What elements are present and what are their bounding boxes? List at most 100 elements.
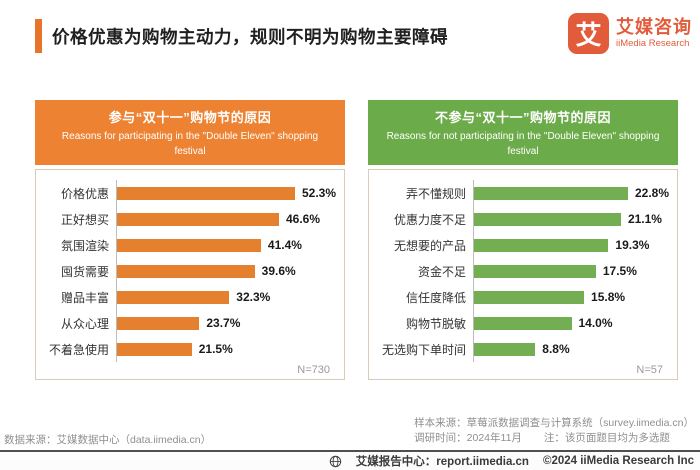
chart-header-not-participate: 不参与“双十一”购物节的原因 Reasons for not participa… [368, 100, 678, 165]
bar [474, 238, 609, 252]
bar-category-label: 资金不足 [417, 264, 466, 279]
chart-area-not-participate: 弄不懂规则 22.8% 优惠力度不足 21.1% 无想要的产品 19.3% 资金不足 17.5… [368, 169, 678, 380]
chart-panel-participate: 参与“双十一”购物节的原因 Reasons for participating … [35, 100, 345, 380]
bar-track: 46.6% [116, 206, 336, 232]
sample-source-block: 样本来源：草莓派数据调查与计算系统（survey.iimedia.cn） 调研时… [414, 416, 694, 448]
bar-track: 23.7% [116, 310, 336, 336]
bar-category-label: 无想要的产品 [393, 238, 466, 253]
bar-row: 无想要的产品 19.3% [377, 232, 669, 258]
sample-size-label: N=730 [297, 364, 330, 376]
bar-rows: 弄不懂规则 22.8% 优惠力度不足 21.1% 无想要的产品 19.3% 资金不足 17.5… [377, 180, 669, 362]
bar-category-label: 从众心理 [60, 316, 109, 331]
bar-track: 22.8% [473, 180, 669, 206]
bar-value-label: 8.8% [542, 342, 570, 356]
bar-value-label: 21.1% [627, 212, 662, 226]
bar [474, 186, 628, 200]
chart-subtitle: Reasons for not participating in the "Do… [386, 131, 660, 157]
bar-track: 32.3% [116, 284, 336, 310]
bar-value-label: 21.5% [198, 342, 233, 356]
bar-track: 8.8% [473, 336, 669, 362]
bar-category-label: 不着急使用 [48, 342, 109, 357]
bar-value-label: 32.3% [236, 290, 271, 304]
page-title: 价格优惠为购物主动力，规则不明为购物主要障碍 [52, 27, 448, 47]
bar-category-label: 无选购下单时间 [381, 342, 466, 357]
bar-value-label: 14.0% [578, 316, 613, 330]
bar-category-label: 氛围渲染 [60, 238, 109, 253]
bar-row: 无选购下单时间 8.8% [377, 336, 669, 362]
bar-row: 从众心理 23.7% [44, 310, 336, 336]
survey-time-note: 调研时间：2024年11月 [414, 432, 522, 445]
bar-row: 购物节脱敏 14.0% [377, 310, 669, 336]
bar [474, 290, 585, 304]
brand-logo: 艾 艾媒咨询 iiMedia Research [568, 13, 692, 54]
bar [117, 238, 261, 252]
bar-row: 囤货需要 39.6% [44, 258, 336, 284]
bar-value-label: 52.3% [301, 186, 336, 200]
bar [474, 264, 596, 278]
bar-value-label: 39.6% [261, 264, 296, 278]
bar [117, 290, 230, 304]
bar [474, 212, 621, 226]
brand-logo-icon: 艾 [568, 13, 609, 54]
bar-value-label: 19.3% [615, 238, 650, 252]
bar-row: 价格优惠 52.3% [44, 180, 336, 206]
bar-track: 14.0% [473, 310, 669, 336]
bar-category-label: 价格优惠 [60, 186, 109, 201]
bar-row: 资金不足 17.5% [377, 258, 669, 284]
bar-category-label: 弄不懂规则 [405, 186, 466, 201]
chart-header-participate: 参与“双十一”购物节的原因 Reasons for participating … [35, 100, 345, 165]
bar-row: 弄不懂规则 22.8% [377, 180, 669, 206]
report-center-note: 艾媒报告中心：report.iimedia.cn [355, 456, 529, 468]
brand-name-en: iiMedia Research [616, 38, 690, 50]
chart-panel-not-participate: 不参与“双十一”购物节的原因 Reasons for not participa… [368, 100, 678, 380]
bar [117, 212, 279, 226]
charts-container: 参与“双十一”购物节的原因 Reasons for participating … [35, 100, 678, 380]
chart-title: 不参与“双十一”购物节的原因 [434, 110, 611, 125]
bar-value-label: 22.8% [634, 186, 669, 200]
brand-text: 艾媒咨询 iiMedia Research [616, 16, 692, 50]
bar-row: 氛围渲染 41.4% [44, 232, 336, 258]
bar-value-label: 15.8% [591, 290, 626, 304]
bar-row: 正好想买 46.6% [44, 206, 336, 232]
bar-row: 不着急使用 21.5% [44, 336, 336, 362]
bar-row: 优惠力度不足 21.1% [377, 206, 669, 232]
brand-name-cn: 艾媒咨询 [616, 16, 692, 37]
bar [474, 342, 536, 356]
bar-category-label: 囤货需要 [60, 264, 109, 279]
bar-category-label: 赠品丰富 [60, 290, 109, 305]
bar [474, 316, 572, 330]
bar-track: 21.5% [116, 336, 336, 362]
sample-source-note: 样本来源：草莓派数据调查与计算系统（survey.iimedia.cn） [414, 416, 694, 429]
bar-track: 41.4% [116, 232, 336, 258]
bar-category-label: 购物节脱敏 [405, 316, 466, 331]
bar-track: 52.3% [116, 180, 336, 206]
bar-category-label: 信任度降低 [405, 290, 466, 305]
bar-track: 21.1% [473, 206, 669, 232]
bar-category-label: 正好想买 [60, 212, 109, 227]
bar-track: 19.3% [473, 232, 669, 258]
sample-size-label: N=57 [636, 364, 663, 376]
chart-subtitle: Reasons for participating in the "Double… [61, 131, 319, 157]
data-source-note: 数据来源：艾媒数据中心（data.iimedia.cn） [4, 434, 212, 446]
bar [117, 264, 255, 278]
bar [117, 186, 295, 200]
bar-category-label: 优惠力度不足 [393, 212, 466, 227]
bar-row: 赠品丰富 32.3% [44, 284, 336, 310]
bar-track: 17.5% [473, 258, 669, 284]
bar-value-label: 41.4% [267, 238, 302, 252]
source-notes: 数据来源：艾媒数据中心（data.iimedia.cn） 样本来源：草莓派数据调… [4, 416, 694, 448]
chart-title: 参与“双十一”购物节的原因 [108, 110, 272, 125]
bar-track: 15.8% [473, 284, 669, 310]
globe-icon [329, 455, 342, 467]
bar-row: 信任度降低 15.8% [377, 284, 669, 310]
title-accent-bar [35, 19, 42, 53]
bar [117, 342, 192, 356]
survey-time-line: 调研时间：2024年11月 注：该页面题目均为多选题 [414, 431, 694, 447]
bottom-bar: 艾媒报告中心：report.iimedia.cn ©2024 iiMedia R… [0, 450, 700, 470]
bar [117, 316, 200, 330]
bar-track: 39.6% [116, 258, 336, 284]
bar-value-label: 46.6% [285, 212, 321, 226]
bar-value-label: 23.7% [206, 316, 241, 330]
chart-area-participate: 价格优惠 52.3% 正好想买 46.6% 氛围渲染 41.4% 囤货需要 39.6% 赠品丰富… [35, 169, 345, 380]
copyright-note: ©2024 iiMedia Research Inc [542, 455, 694, 467]
